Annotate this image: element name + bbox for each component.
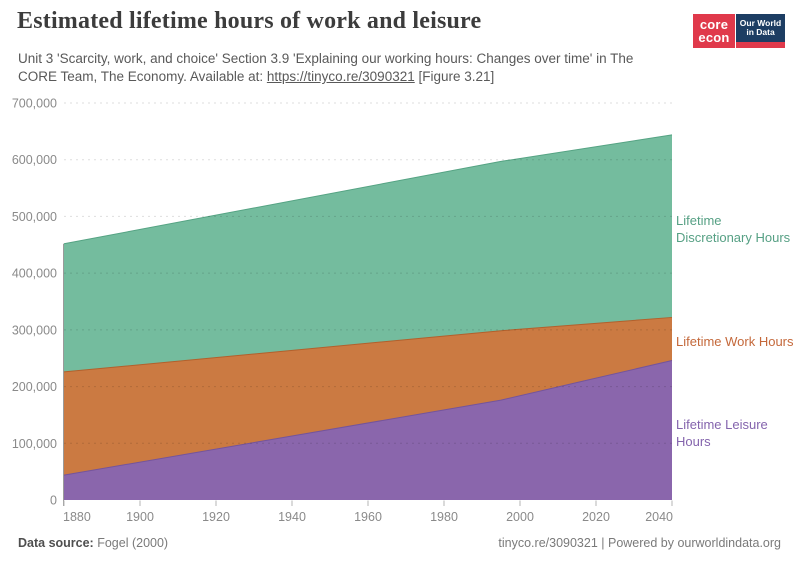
x-tick-label-1940: 1940 [278, 510, 306, 524]
area-lifetime-leisure-hours [64, 360, 672, 500]
owid-logo: Our World in Data [736, 14, 785, 48]
core-econ-logo-text-2: econ [698, 30, 730, 45]
legend-label-lifetime-work-hours: Lifetime Work Hours [676, 334, 794, 349]
x-tick-label-2040: 2040 [645, 510, 673, 524]
x-tick-label-2020: 2020 [582, 510, 610, 524]
y-tick-label-200000: 200,000 [12, 380, 57, 394]
owid-logo-red-strip [736, 42, 785, 48]
y-tick-label-0: 0 [50, 494, 57, 508]
y-tick-label-100000: 100,000 [12, 437, 57, 451]
y-tick-label-600000: 600,000 [12, 153, 57, 167]
x-tick-label-1980: 1980 [430, 510, 458, 524]
x-tick-label-1920: 1920 [202, 510, 230, 524]
y-tick-label-300000: 300,000 [12, 323, 57, 337]
subtitle-citation: CORE Team, The Economy. Available at: [18, 69, 267, 84]
subtitle-line1: Unit 3 'Scarcity, work, and choice' Sect… [18, 51, 634, 66]
subtitle-link[interactable]: https://tinyco.re/3090321 [266, 69, 415, 84]
x-tick-label-1880: 1880 [63, 510, 91, 524]
owid-logo-text: Our World in Data [736, 14, 785, 42]
area-top-line-lifetime-leisure-hours [63, 359, 673, 476]
x-tick-label-1900: 1900 [126, 510, 154, 524]
legend-label-lifetime-leisure-hours: Lifetime Leisure Hours [676, 417, 768, 449]
data-source-value: Fogel (2000) [97, 536, 169, 550]
chart-subtitle: Unit 3 'Scarcity, work, and choice' Sect… [18, 50, 678, 86]
subtitle-line2: CORE Team, The Economy. Available at: ht… [18, 68, 678, 86]
x-tick-label-2000: 2000 [506, 510, 534, 524]
data-source-label: Data source: [18, 536, 94, 550]
core-econ-logo: core econ [693, 14, 735, 48]
subtitle-figure-ref: [Figure 3.21] [414, 69, 495, 84]
owid-logo-text-1: Our World [739, 18, 782, 28]
core-econ-logo-text-1: core [699, 17, 729, 32]
area-top-line-lifetime-discretionary-hours [63, 134, 673, 245]
x-tick-label-1960: 1960 [354, 510, 382, 524]
page-title: Estimated lifetime hours of work and lei… [17, 8, 482, 34]
y-tick-label-700000: 700,000 [12, 97, 57, 111]
logo-group: core econ Our World in Data [693, 14, 785, 48]
y-tick-label-500000: 500,000 [12, 210, 57, 224]
owid-logo-text-2: in Data [746, 27, 775, 37]
data-source-note: Data source: Fogel (2000) [18, 536, 168, 550]
area-lifetime-work-hours [64, 317, 672, 476]
legend-label-lifetime-discretionary-hours: Lifetime Discretionary Hours [676, 213, 791, 245]
y-tick-label-400000: 400,000 [12, 267, 57, 281]
area-lifetime-discretionary-hours [64, 134, 672, 372]
area-top-line-lifetime-work-hours [63, 316, 673, 373]
footer-attribution: tinyco.re/3090321 | Powered by ourworldi… [498, 536, 781, 550]
